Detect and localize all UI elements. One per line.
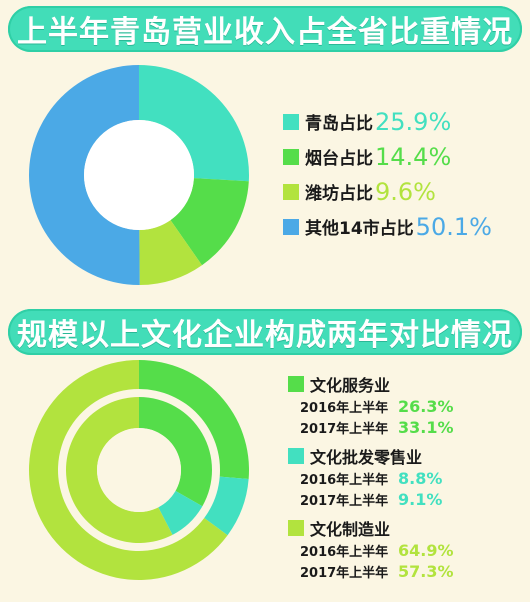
chart2-outer-2016-slice-0 (139, 360, 249, 479)
legend-year-label: 2017年上半年 (300, 422, 389, 437)
legend-value: 50.1% (415, 212, 492, 241)
legend-value: 9.6% (375, 177, 436, 206)
chart2-title-bar: 规模以上文化企业构成两年对比情况 (8, 309, 522, 355)
legend-category: 文化批发零售业 (310, 448, 423, 467)
legend-year-value: 64.9% (398, 541, 454, 560)
legend-year-value: 9.1% (398, 490, 443, 509)
legend-label: 潍坊占比 (305, 184, 373, 204)
chart2-title: 规模以上文化企业构成两年对比情况 (17, 318, 513, 353)
legend-year-value: 8.8% (398, 469, 443, 488)
legend-value: 25.9% (375, 107, 452, 136)
chart2-inner-2017-slice-0 (139, 397, 213, 507)
legend-year-label: 2016年上半年 (300, 545, 389, 560)
legend-swatch (283, 218, 299, 235)
legend-swatch (288, 448, 304, 464)
legend-item-weifang: 潍坊占比 9.6% (283, 174, 492, 209)
chart2-inner-2017-slice-2 (66, 397, 173, 543)
legend-label: 烟台占比 (305, 149, 373, 169)
legend-group-service: 文化服务业 2016年上半年 26.3% 2017年上半年 33.1% (288, 372, 454, 438)
legend-swatch (288, 520, 304, 536)
chart1-donut-hole (84, 120, 194, 230)
chart1-slice-2 (139, 220, 202, 285)
chart1-title-bar: 上半年青岛营业收入占全省比重情况 (8, 6, 522, 52)
legend-year-value: 26.3% (398, 397, 454, 416)
chart2-nested-donut (28, 360, 249, 581)
chart2-inner-2017-slice-1 (158, 490, 203, 535)
legend-year-value: 57.3% (398, 562, 454, 581)
legend-item-others: 其他14市占比 50.1% (283, 209, 492, 244)
chart1-slice-1 (170, 178, 249, 266)
legend-category: 文化服务业 (310, 376, 391, 395)
chart2-outer-2016-slice-2 (28, 360, 228, 581)
legend-group-wholesale: 文化批发零售业 2016年上半年 8.8% 2017年上半年 9.1% (288, 444, 454, 510)
legend-year-label: 2017年上半年 (300, 566, 389, 581)
chart2-outer-2016-slice-1 (204, 476, 249, 536)
legend-year-label: 2017年上半年 (300, 494, 389, 509)
chart1-donut (28, 65, 249, 286)
chart1-title: 上半年青岛营业收入占全省比重情况 (17, 15, 513, 50)
chart1-slice-0 (139, 65, 249, 182)
legend-swatch (283, 148, 299, 165)
legend-swatch (283, 113, 299, 130)
legend-item-qingdao: 青岛占比 25.9% (283, 104, 492, 139)
legend-swatch (283, 183, 299, 200)
chart1-slice-3 (28, 65, 140, 286)
legend-label: 青岛占比 (305, 114, 373, 134)
chart2-donut-hole (97, 428, 181, 512)
legend-label: 其他14市占比 (305, 219, 414, 239)
chart1-legend: 青岛占比 25.9% 烟台占比 14.4% 潍坊占比 9.6% 其他14市占比 … (283, 104, 492, 244)
legend-value: 14.4% (375, 142, 452, 171)
legend-group-manufacturing: 文化制造业 2016年上半年 64.9% 2017年上半年 57.3% (288, 516, 454, 582)
legend-item-yantai: 烟台占比 14.4% (283, 139, 492, 174)
legend-year-value: 33.1% (398, 418, 454, 437)
legend-year-label: 2016年上半年 (300, 401, 389, 416)
legend-category: 文化制造业 (310, 520, 391, 539)
chart2-legend: 文化服务业 2016年上半年 26.3% 2017年上半年 33.1% 文化批发… (288, 372, 454, 588)
legend-swatch (288, 376, 304, 392)
legend-year-label: 2016年上半年 (300, 473, 389, 488)
